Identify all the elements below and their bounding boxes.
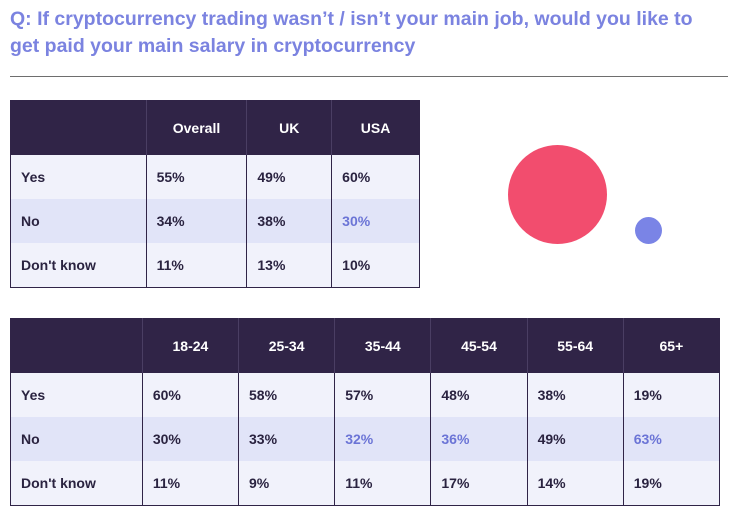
age-cell-dk-45-54: 17% (430, 461, 528, 506)
region-header-overall: Overall (145, 100, 247, 155)
age-cell-dk-55-64: 14% (526, 461, 624, 506)
age-header-65-plus: 65+ (622, 318, 720, 373)
region-row-yes: Yes 55% 49% 60% (10, 155, 420, 199)
region-cell-no-usa: 30% (331, 199, 420, 243)
age-table-corner-cell (10, 318, 143, 373)
age-header-25-34: 25-34 (237, 318, 335, 373)
region-cell-dk-overall: 11% (145, 243, 247, 288)
age-cell-yes-45-54: 48% (430, 373, 528, 417)
age-row-no: No 30% 33% 32% 36% 49% 63% (10, 417, 720, 461)
region-header-uk: UK (246, 100, 332, 155)
row-label: No (10, 199, 147, 243)
age-cell-yes-55-64: 38% (526, 373, 624, 417)
row-label: Don't know (10, 461, 143, 506)
age-cell-dk-18-24: 11% (141, 461, 239, 506)
age-cell-dk-25-34: 9% (237, 461, 335, 506)
row-label: Yes (10, 373, 143, 417)
age-cell-yes-18-24: 60% (141, 373, 239, 417)
age-cell-no-25-34: 33% (237, 417, 335, 461)
age-cell-no-45-54: 36% (430, 417, 528, 461)
region-cell-yes-overall: 55% (145, 155, 247, 199)
age-cell-no-55-64: 49% (526, 417, 624, 461)
row-label: Yes (10, 155, 147, 199)
age-header-45-54: 45-54 (430, 318, 528, 373)
region-row-dont-know: Don't know 11% 13% 10% (10, 243, 420, 288)
region-table-corner-cell (10, 100, 147, 155)
age-cell-yes-65-plus: 19% (622, 373, 720, 417)
age-cell-yes-25-34: 58% (237, 373, 335, 417)
region-cell-dk-uk: 13% (246, 243, 332, 288)
region-cell-no-uk: 38% (246, 199, 332, 243)
decorative-small-circle (635, 217, 662, 244)
region-table: Overall UK USA Yes 55% 49% 60% No 34% 38… (10, 100, 420, 288)
age-cell-yes-35-44: 57% (334, 373, 431, 417)
decorative-large-circle (508, 145, 607, 244)
age-header-55-64: 55-64 (526, 318, 624, 373)
age-header-18-24: 18-24 (141, 318, 239, 373)
age-row-yes: Yes 60% 58% 57% 48% 38% 19% (10, 373, 720, 417)
age-cell-dk-65-plus: 19% (622, 461, 720, 506)
region-cell-no-overall: 34% (145, 199, 247, 243)
region-header-usa: USA (331, 100, 420, 155)
region-table-header-row: Overall UK USA (10, 100, 420, 155)
region-cell-yes-uk: 49% (246, 155, 332, 199)
region-row-no: No 34% 38% 30% (10, 199, 420, 243)
age-cell-dk-35-44: 11% (334, 461, 431, 506)
age-cell-no-65-plus: 63% (622, 417, 720, 461)
age-cell-no-18-24: 30% (141, 417, 239, 461)
row-label: Don't know (10, 243, 147, 288)
region-cell-dk-usa: 10% (331, 243, 420, 288)
region-cell-yes-usa: 60% (331, 155, 420, 199)
row-label: No (10, 417, 143, 461)
age-cell-no-35-44: 32% (334, 417, 431, 461)
divider-line (10, 76, 728, 77)
age-table: 18-24 25-34 35-44 45-54 55-64 65+ Yes 60… (10, 318, 720, 506)
question-heading: Q: If cryptocurrency trading wasn’t / is… (10, 8, 693, 57)
age-table-header-row: 18-24 25-34 35-44 45-54 55-64 65+ (10, 318, 720, 373)
age-row-dont-know: Don't know 11% 9% 11% 17% 14% 19% (10, 461, 720, 506)
age-header-35-44: 35-44 (334, 318, 431, 373)
